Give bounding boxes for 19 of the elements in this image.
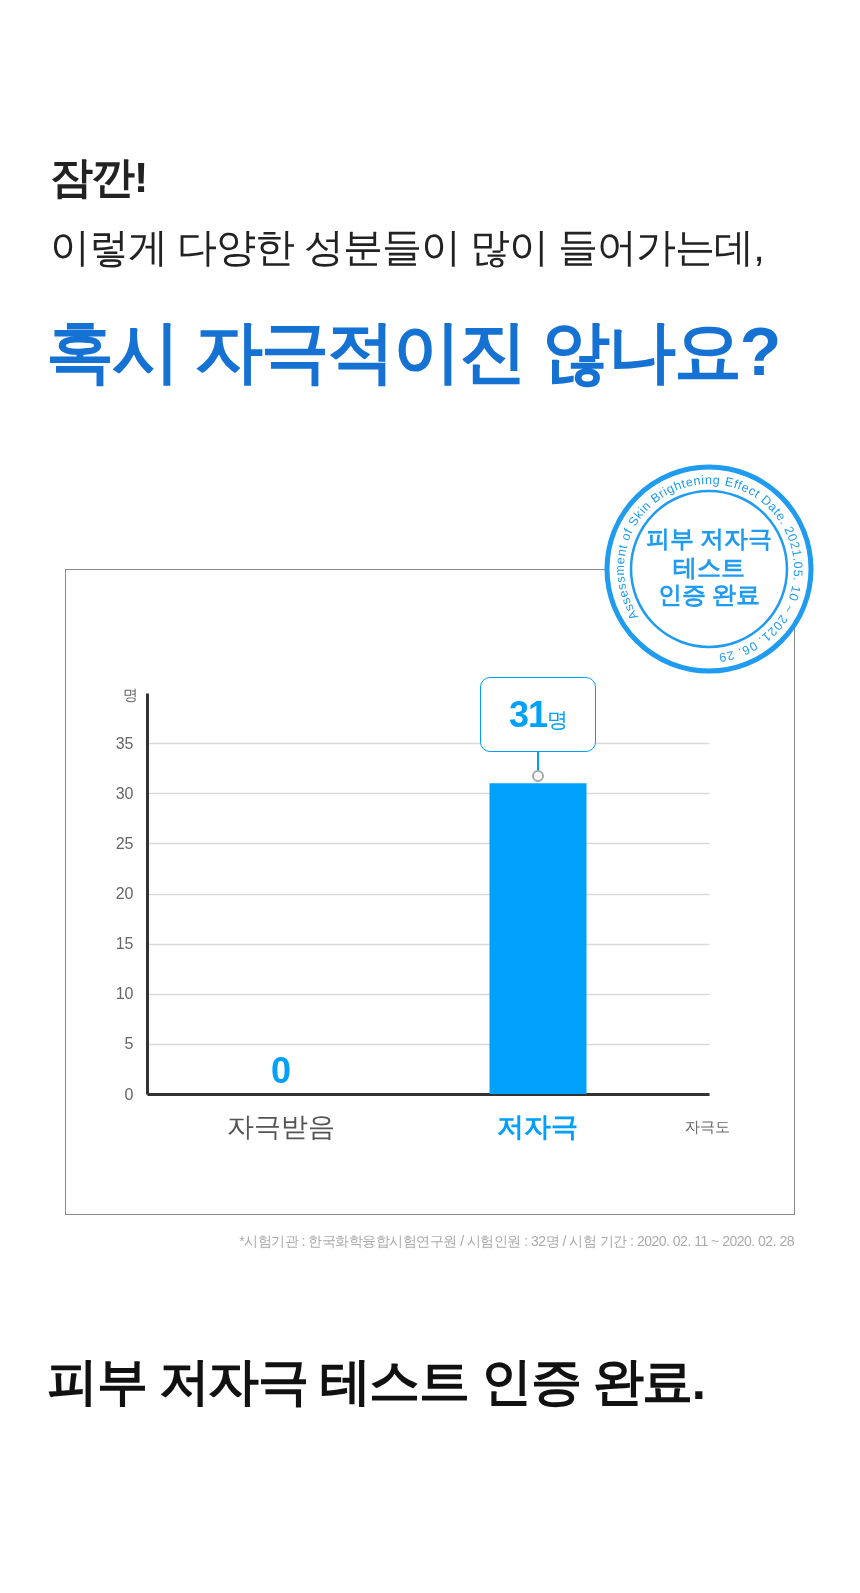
y-axis-title: 명: [123, 685, 138, 703]
y-tick-label: 5: [124, 1035, 134, 1053]
x-axis-title: 자극도: [685, 1117, 730, 1135]
x-tick-label: 자극받음: [227, 1111, 335, 1142]
x-tick-label: 저자극: [497, 1111, 579, 1142]
y-tick-label: 30: [115, 784, 134, 802]
y-tick-label: 15: [115, 935, 134, 953]
y-tick-label: 35: [115, 734, 134, 752]
chart-subtitle: 이렇게 다양한 성분들이 많이 들어가는데,: [50, 224, 764, 271]
y-tick-label: 10: [115, 985, 134, 1003]
chart-title: 혹시 자극적이진 않나요?: [46, 312, 780, 392]
y-tick-label: 25: [115, 834, 134, 852]
data-label: 0: [270, 1050, 291, 1092]
data-label: 31명: [508, 694, 567, 736]
text: 잠깐!: [50, 152, 148, 204]
y-tick-label: 0: [124, 1085, 134, 1103]
text: *시험기관 : 한국화학융합시험연구원 / 시험인원 : 32명 / 시험 기간 : 2020. 02. 11 ~ 2020. 02. 28: [239, 1232, 794, 1250]
y-tick-label: 20: [115, 885, 134, 902]
text: 피부 저자극 테스트 인증 완료.: [47, 1352, 705, 1413]
